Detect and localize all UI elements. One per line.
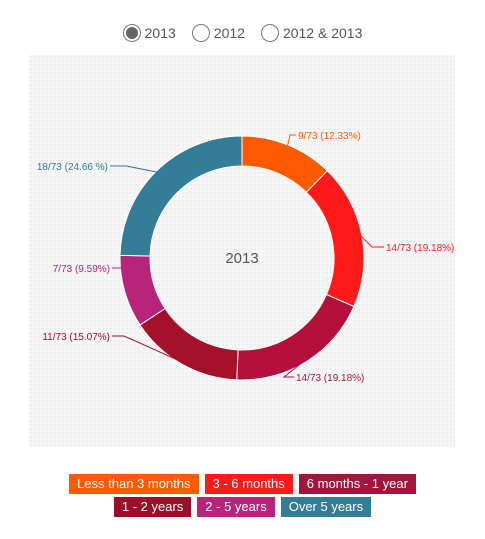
data-label-2-5-years: 7/73 (9.59%) — [53, 264, 110, 275]
slice-1-2-years[interactable] — [139, 307, 239, 381]
radio-label-2012: 2012 — [213, 25, 245, 41]
legend-item-3-6-months[interactable]: 3 - 6 months — [204, 474, 293, 494]
legend-item-6-months-1-year[interactable]: 6 months - 1 year — [298, 474, 416, 494]
legend-item-over-5-years[interactable]: Over 5 years — [280, 497, 372, 517]
leader-line-2-5-years — [112, 267, 128, 292]
leader-line-3-6-months — [359, 234, 384, 248]
radio-circle-icon[interactable] — [191, 24, 210, 42]
data-label-over-5-years: 18/73 (24.66 %) — [37, 162, 108, 173]
slice-6-months-1-year[interactable] — [236, 293, 355, 381]
radio-2012-and-2013[interactable]: 2012 & 2013 — [260, 24, 363, 42]
data-label-1-2-years: 11/73 (15.07%) — [42, 332, 110, 343]
radio-circle-icon[interactable] — [122, 24, 141, 42]
center-label: 2013 — [225, 250, 258, 267]
plot-area — [29, 55, 455, 447]
legend-item-1-2-years[interactable]: 1 - 2 years — [113, 497, 192, 517]
leader-line-1-2-years — [112, 335, 183, 363]
year-toggle: 2013 2012 2012 & 2013 — [0, 21, 485, 45]
legend-item-less-than-3-months[interactable]: Less than 3 months — [69, 474, 199, 494]
legend-item-2-5-years[interactable]: 2 - 5 years — [197, 497, 275, 517]
radio-2013[interactable]: 2013 — [122, 24, 176, 42]
leader-line-over-5-years — [110, 165, 159, 173]
data-label-less-than-3-months: 9/73 (12.33%) — [298, 131, 361, 142]
data-label-6-months-1-year: 14/73 (19.18%) — [296, 373, 364, 384]
radio-2012[interactable]: 2012 — [191, 24, 245, 42]
legend-row-2: 1 - 2 years 2 - 5 years Over 5 years — [0, 497, 485, 517]
slice-3-6-months[interactable] — [305, 170, 365, 308]
radio-label-2013: 2013 — [144, 25, 176, 41]
data-label-3-6-months: 14/73 (19.18%) — [386, 243, 454, 254]
legend-row-1: Less than 3 months 3 - 6 months 6 months… — [0, 474, 485, 494]
leader-line-less-than-3-months — [286, 134, 296, 147]
leader-line-6-months-1-year — [282, 359, 306, 378]
slice-over-5-years[interactable] — [119, 135, 243, 257]
radio-label-2012-and-2013: 2012 & 2013 — [282, 25, 363, 41]
radio-circle-icon[interactable] — [260, 24, 279, 42]
